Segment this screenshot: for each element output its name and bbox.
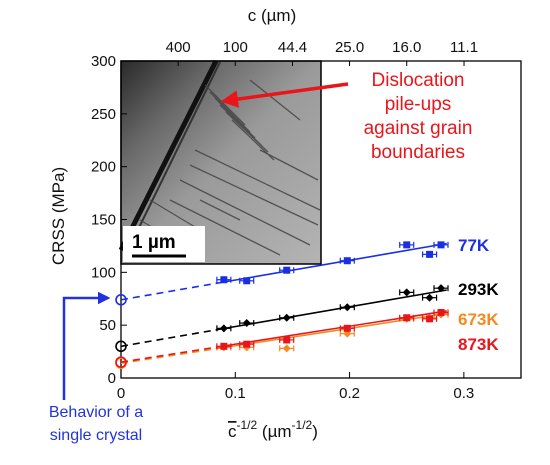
dislocation-line-2: pile-ups bbox=[385, 94, 452, 115]
marker bbox=[243, 277, 251, 285]
series-77k bbox=[115, 241, 449, 306]
marker bbox=[437, 284, 445, 293]
data-point-293k bbox=[399, 288, 415, 297]
marker bbox=[282, 313, 291, 322]
series-label-77k: 77K bbox=[458, 236, 490, 255]
y-tick-label: 50 bbox=[99, 317, 116, 334]
data-point-77k bbox=[421, 250, 438, 258]
x-tick-label: 0.3 bbox=[453, 385, 474, 402]
series-293k bbox=[115, 284, 449, 353]
fit-line-77k bbox=[223, 242, 447, 283]
marker bbox=[402, 288, 411, 297]
data-point-873k bbox=[339, 324, 355, 332]
y-tick-label: 100 bbox=[91, 264, 116, 281]
marker bbox=[242, 319, 251, 328]
fit-extrapolation-873k bbox=[120, 345, 224, 363]
dislocation-line-3: against grain bbox=[364, 118, 473, 139]
single-crystal-line-2: single crystal bbox=[50, 427, 142, 444]
data-point-77k bbox=[433, 241, 449, 249]
marker bbox=[426, 250, 434, 258]
x-axis-title-unit: (µm bbox=[257, 422, 291, 441]
series-label-873k: 873K bbox=[458, 335, 499, 354]
data-point-77k bbox=[216, 276, 232, 284]
single-crystal-line-1: Behavior of a bbox=[49, 404, 143, 421]
y-tick-label: 150 bbox=[91, 212, 116, 229]
marker bbox=[220, 342, 228, 350]
data-point-873k bbox=[216, 342, 232, 350]
data-point-293k bbox=[339, 303, 355, 312]
data-point-873k bbox=[421, 315, 438, 323]
top-tick-label: 400 bbox=[166, 39, 191, 56]
top-tick-label: 44.4 bbox=[278, 39, 307, 56]
marker bbox=[282, 344, 291, 353]
marker bbox=[437, 308, 445, 316]
marker bbox=[343, 303, 352, 312]
x-tick-label: 0.2 bbox=[339, 385, 360, 402]
top-tick-label: 16.0 bbox=[392, 39, 421, 56]
marker bbox=[219, 324, 228, 333]
x-axis-title-close: ) bbox=[312, 422, 318, 441]
dislocation-line-4: boundaries bbox=[371, 142, 465, 163]
data-point-293k bbox=[216, 324, 232, 333]
dislocation-line-1: Dislocation bbox=[372, 70, 465, 91]
marker bbox=[283, 266, 291, 274]
dislocation-annotation: Dislocation pile-ups against grain bound… bbox=[220, 70, 473, 163]
data-point-673k bbox=[279, 344, 295, 353]
single-crystal-arrow bbox=[62, 291, 111, 400]
intercept-marker-293k bbox=[115, 340, 127, 353]
marker bbox=[425, 293, 434, 302]
x-axis-title-base: c bbox=[228, 422, 237, 441]
fit-line-293k bbox=[223, 289, 447, 330]
x-axis-title-unit-exp: -1/2 bbox=[292, 418, 313, 432]
top-axis-title: c (µm) bbox=[248, 6, 297, 25]
marker bbox=[403, 241, 411, 249]
x-tick-label: 0.1 bbox=[225, 385, 246, 402]
data-point-293k bbox=[421, 293, 438, 302]
x-axis-title-exp: -1/2 bbox=[237, 418, 258, 432]
data-point-77k bbox=[399, 241, 415, 249]
marker bbox=[283, 336, 291, 344]
data-point-293k bbox=[279, 313, 295, 322]
fit-extrapolation-293k bbox=[120, 327, 224, 348]
fit-extrapolation-673k bbox=[120, 346, 224, 364]
marker bbox=[243, 340, 251, 348]
marker bbox=[437, 241, 445, 249]
top-tick-label: 25.0 bbox=[335, 39, 364, 56]
data-point-873k bbox=[433, 308, 449, 316]
top-tick-label: 100 bbox=[223, 39, 248, 56]
data-point-77k bbox=[279, 266, 295, 274]
single-crystal-annotation: Behavior of a single crystal bbox=[49, 291, 143, 444]
y-tick-label: 300 bbox=[91, 53, 116, 70]
y-tick-label: 0 bbox=[108, 370, 116, 387]
marker bbox=[343, 324, 351, 332]
data-point-873k bbox=[279, 336, 295, 344]
dislocation-arrow bbox=[220, 82, 349, 108]
data-point-77k bbox=[239, 277, 255, 285]
series-873k bbox=[115, 308, 449, 368]
marker bbox=[403, 314, 411, 322]
x-tick-label: 0 bbox=[117, 385, 125, 402]
fit-extrapolation-77k bbox=[120, 281, 224, 301]
series-label-673k: 673K bbox=[458, 310, 499, 329]
y-tick-label: 250 bbox=[91, 106, 116, 123]
data-point-77k bbox=[339, 257, 355, 265]
marker bbox=[343, 257, 351, 265]
data-point-293k bbox=[433, 284, 449, 293]
marker bbox=[220, 276, 228, 284]
intercept-marker-77k bbox=[115, 294, 127, 306]
top-tick-label: 11.1 bbox=[450, 39, 478, 56]
data-point-293k bbox=[239, 319, 255, 328]
data-point-873k bbox=[399, 314, 415, 322]
data-point-873k bbox=[239, 340, 255, 348]
y-axis-title: CRSS (MPa) bbox=[49, 167, 68, 265]
series-label-293k: 293K bbox=[458, 280, 499, 299]
marker bbox=[426, 315, 434, 323]
x-axis-title: c-1/2 (µm-1/2) bbox=[228, 418, 318, 441]
intercept-marker-873k bbox=[115, 356, 127, 368]
y-tick-label: 200 bbox=[91, 159, 116, 176]
scale-bar-label: 1 µm bbox=[132, 232, 176, 253]
